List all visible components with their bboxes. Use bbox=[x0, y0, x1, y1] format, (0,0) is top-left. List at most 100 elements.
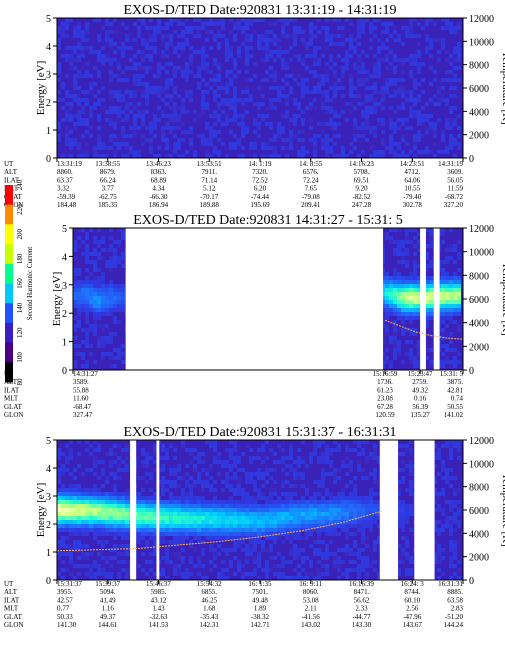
spectrogram-cell bbox=[93, 520, 97, 524]
spectrogram-cell bbox=[309, 34, 313, 38]
spectrogram-cell bbox=[145, 496, 149, 500]
spectrogram-cell bbox=[241, 452, 245, 456]
spectrogram-cell bbox=[77, 292, 81, 296]
spectrogram-cell bbox=[417, 66, 421, 70]
spectrogram-cell bbox=[325, 106, 329, 110]
spectrogram-cell bbox=[209, 78, 213, 82]
spectrogram-cell bbox=[273, 38, 277, 42]
spectrogram-cell bbox=[89, 292, 93, 296]
spectrogram-cell bbox=[301, 568, 305, 572]
spectrogram-cell bbox=[213, 74, 217, 78]
spectrogram-cell bbox=[109, 268, 113, 272]
spectrogram-cell bbox=[133, 150, 137, 154]
spectrogram-cell bbox=[245, 26, 249, 30]
spectrogram-cell bbox=[281, 50, 285, 54]
spectrogram-cell bbox=[313, 74, 317, 78]
spectrogram-cell bbox=[429, 18, 433, 22]
spectrogram-cell bbox=[253, 18, 257, 22]
spectrogram-cell bbox=[373, 70, 377, 74]
spectrogram-cell bbox=[149, 516, 153, 520]
spectrogram-cell bbox=[305, 46, 309, 50]
spectrogram-cell bbox=[457, 78, 461, 82]
spectrogram-cell bbox=[57, 500, 61, 504]
spectrogram-cell bbox=[189, 90, 193, 94]
spectrogram-cell bbox=[169, 472, 173, 476]
y-axis-label: Energy [eV] bbox=[35, 61, 47, 115]
spectrogram-cell bbox=[89, 572, 93, 576]
spectrogram-cell bbox=[221, 528, 225, 532]
spectrogram-cell bbox=[109, 312, 113, 316]
spectrogram-cell bbox=[281, 448, 285, 452]
spectrogram-cell bbox=[89, 252, 93, 256]
spectrogram-cell bbox=[449, 256, 453, 260]
spectrogram-cell bbox=[337, 26, 341, 30]
spectrogram-cell bbox=[69, 472, 73, 476]
spectrogram-cell bbox=[65, 90, 69, 94]
spectrogram-cell bbox=[93, 252, 97, 256]
spectrogram-cell bbox=[61, 492, 65, 496]
spectrogram-cell bbox=[81, 122, 85, 126]
spectrogram-cell bbox=[73, 122, 77, 126]
spectrogram-cell bbox=[405, 312, 409, 316]
spectrogram-cell bbox=[85, 532, 89, 536]
spectrogram-cell bbox=[85, 260, 89, 264]
spectrogram-cell bbox=[141, 528, 145, 532]
spectrogram-cell bbox=[229, 82, 233, 86]
spectrogram-cell bbox=[141, 476, 145, 480]
spectrogram-cell bbox=[333, 134, 337, 138]
spectrogram-cell bbox=[61, 154, 65, 158]
spectrogram-cell bbox=[313, 70, 317, 74]
y2-tick-label: 10000 bbox=[469, 248, 494, 259]
spectrogram-cell bbox=[349, 22, 353, 26]
spectrogram-cell bbox=[77, 528, 81, 532]
spectrogram-cell bbox=[189, 30, 193, 34]
spectrogram-cell bbox=[109, 300, 113, 304]
spectrogram-cell bbox=[205, 508, 209, 512]
spectrogram-cell bbox=[117, 560, 121, 564]
spectrogram-cell bbox=[73, 50, 77, 54]
spectrogram-cell bbox=[457, 300, 461, 304]
spectrogram-cell bbox=[173, 528, 177, 532]
spectrogram-cell bbox=[229, 146, 233, 150]
spectrogram-cell bbox=[85, 524, 89, 528]
spectrogram-cell bbox=[285, 22, 289, 26]
spectrogram-cell bbox=[145, 464, 149, 468]
spectrogram-cell bbox=[101, 86, 105, 90]
spectrogram-cell bbox=[389, 280, 393, 284]
spectrogram-cell bbox=[117, 576, 121, 580]
spectrogram-cell bbox=[73, 468, 77, 472]
spectrogram-cell bbox=[145, 70, 149, 74]
spectrogram-cell bbox=[121, 448, 125, 452]
spectrogram-cell bbox=[413, 142, 417, 146]
spectrogram-cell bbox=[397, 300, 401, 304]
spectrogram-cell bbox=[73, 492, 77, 496]
spectrogram-cell bbox=[441, 296, 445, 300]
spectrogram-cell bbox=[417, 62, 421, 66]
spectrogram-cell bbox=[293, 528, 297, 532]
spectrogram-cell bbox=[445, 344, 449, 348]
spectrogram-cell bbox=[225, 504, 229, 508]
spectrogram-cell bbox=[105, 532, 109, 536]
spectrogram-cell bbox=[161, 476, 165, 480]
spectrogram-cell bbox=[85, 292, 89, 296]
spectrogram-cell bbox=[189, 98, 193, 102]
spectrogram-cell bbox=[165, 86, 169, 90]
spectrogram-cell bbox=[181, 46, 185, 50]
spectrogram-cell bbox=[405, 284, 409, 288]
spectrogram-cell bbox=[73, 484, 77, 488]
spectrogram-cell bbox=[417, 34, 421, 38]
spectrogram-cell bbox=[369, 154, 373, 158]
spectrogram-cell bbox=[121, 532, 125, 536]
spectrogram-cell bbox=[105, 38, 109, 42]
spectrogram-cell bbox=[301, 94, 305, 98]
spectrogram-cell bbox=[273, 480, 277, 484]
spectrogram-cell bbox=[193, 150, 197, 154]
spectrogram-cell bbox=[409, 90, 413, 94]
spectrogram-cell bbox=[333, 70, 337, 74]
spectrogram-cell bbox=[197, 500, 201, 504]
spectrogram-cell bbox=[289, 512, 293, 516]
spectrogram-cell bbox=[277, 38, 281, 42]
spectrogram-cell bbox=[457, 292, 461, 296]
spectrogram-cell bbox=[409, 74, 413, 78]
spectrogram-cell bbox=[109, 520, 113, 524]
